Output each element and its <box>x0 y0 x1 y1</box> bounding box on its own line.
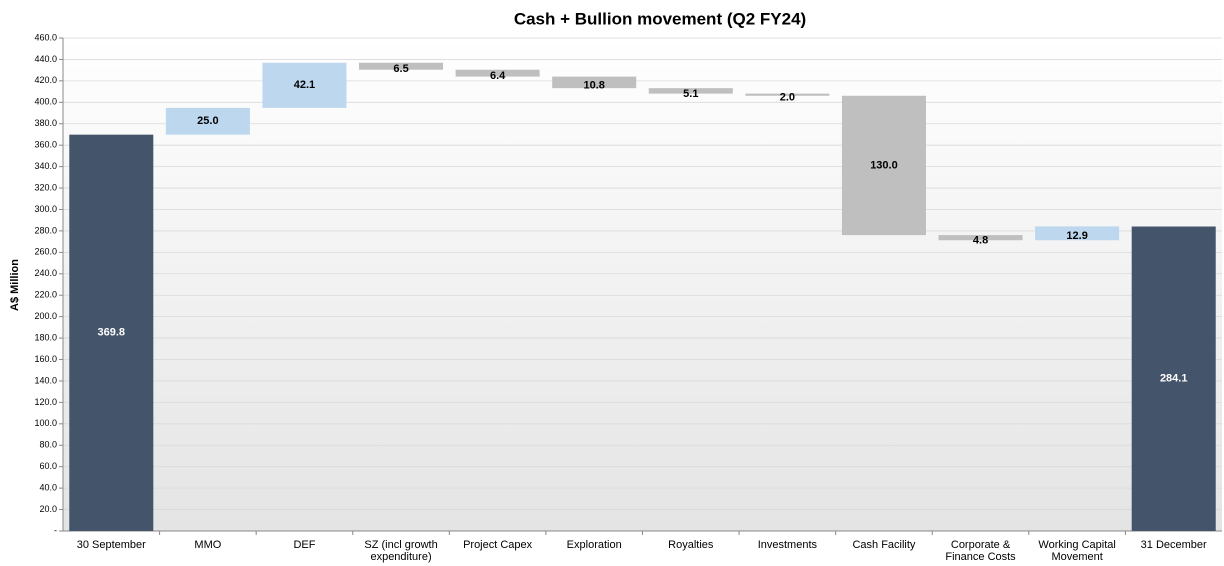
y-tick-label: 180.0 <box>34 332 57 342</box>
bar <box>1131 226 1216 531</box>
x-tick-label: 30 September <box>76 539 146 551</box>
y-tick-label: 220.0 <box>34 290 57 300</box>
x-tick-label: MMO <box>194 539 222 551</box>
bar <box>552 76 637 89</box>
plot-background <box>63 38 1222 531</box>
value-label: 6.4 <box>490 70 506 82</box>
x-tick-label: Project Capex <box>463 539 533 551</box>
bar <box>165 107 250 135</box>
y-tick-label: - <box>54 525 57 535</box>
y-tick-label: 400.0 <box>34 97 57 107</box>
value-label: 10.8 <box>583 79 604 91</box>
y-tick-label: 340.0 <box>34 161 57 171</box>
bar <box>648 88 733 94</box>
value-label: 25.0 <box>197 115 218 127</box>
y-tick-label: 40.0 <box>39 483 57 493</box>
y-tick-label: 360.0 <box>34 140 57 150</box>
x-tick-label: Investments <box>757 539 818 551</box>
bar <box>455 69 540 77</box>
bar <box>841 95 926 236</box>
value-label: 6.5 <box>393 63 408 75</box>
value-label: 284.1 <box>1160 373 1188 385</box>
x-tick-label: DEF <box>293 539 316 551</box>
bar <box>359 62 444 70</box>
y-tick-label: 440.0 <box>34 54 57 64</box>
value-label: 5.1 <box>683 88 698 100</box>
value-label: 12.9 <box>1066 230 1087 242</box>
y-tick-label: 320.0 <box>34 182 57 192</box>
y-tick-label: 160.0 <box>34 354 57 364</box>
x-tick-label: 31 December <box>1140 539 1207 551</box>
y-tick-label: 20.0 <box>39 504 57 514</box>
bar <box>1035 226 1120 241</box>
x-tick-label: Royalties <box>668 539 714 551</box>
y-tick-label: 460.0 <box>34 32 57 42</box>
y-tick-label: 300.0 <box>34 204 57 214</box>
y-tick-label: 260.0 <box>34 247 57 257</box>
y-tick-label: 140.0 <box>34 375 57 385</box>
bar <box>938 235 1023 241</box>
y-axis-label: A$ Million <box>9 259 21 311</box>
x-tick-label: Working Capital Movement <box>1038 539 1116 563</box>
value-label: 369.8 <box>98 327 126 339</box>
chart-title: Cash + Bullion movement (Q2 FY24) <box>514 9 806 28</box>
y-tick-label: 120.0 <box>34 397 57 407</box>
y-tick-label: 420.0 <box>34 75 57 85</box>
bar <box>262 62 347 108</box>
value-label: 2.0 <box>780 92 795 104</box>
y-tick-label: 80.0 <box>39 440 57 450</box>
x-tick-label: Corporate & Finance Costs <box>945 539 1016 563</box>
y-tick-label: 100.0 <box>34 418 57 428</box>
y-tick-label: 240.0 <box>34 268 57 278</box>
bar <box>69 134 154 531</box>
x-tick-label: SZ (incl growth expenditure) <box>364 539 438 563</box>
value-label: 42.1 <box>294 79 315 91</box>
x-tick-label: Exploration <box>566 539 622 551</box>
y-tick-label: 380.0 <box>34 118 57 128</box>
x-tick-label: Cash Facility <box>852 539 916 551</box>
y-tick-label: 280.0 <box>34 225 57 235</box>
value-label: 4.8 <box>973 235 988 247</box>
y-tick-label: 200.0 <box>34 311 57 321</box>
bar <box>745 93 830 96</box>
y-tick-label: 60.0 <box>39 461 57 471</box>
value-label: 130.0 <box>870 159 898 171</box>
